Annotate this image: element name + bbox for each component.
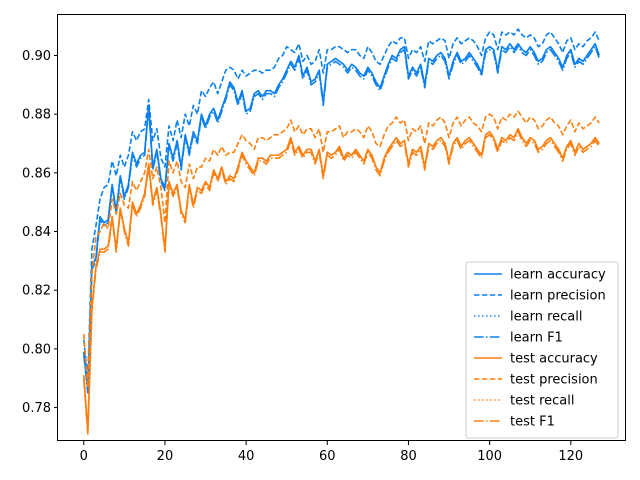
x-tick-label: 20 — [157, 449, 174, 464]
series-line-test-precision — [82, 110, 600, 388]
y-tick-label: 0.90 — [22, 49, 51, 64]
legend-label-learn-accuracy: learn accuracy — [510, 268, 606, 283]
x-tick-label: 60 — [319, 449, 336, 464]
series-line-test-recall — [82, 128, 600, 432]
y-tick-label: 0.82 — [22, 284, 51, 299]
legend-box — [465, 261, 619, 439]
y-tick-label: 0.78 — [22, 401, 51, 416]
y-tick-label: 0.80 — [22, 342, 51, 357]
legend-label-test-precision: test precision — [510, 373, 598, 388]
x-tick-label: 40 — [238, 449, 255, 464]
legend-label-test-f1: test F1 — [510, 415, 555, 430]
legend-label-learn-f1: learn F1 — [510, 331, 563, 346]
legend-label-learn-precision: learn precision — [510, 289, 606, 304]
x-tick-label: 80 — [400, 449, 417, 464]
series-line-test-f1 — [82, 130, 600, 435]
y-axis: 0.78 0.80 0.82 0.84 0.86 0.88 0.90 — [22, 49, 58, 416]
x-tick-label: 120 — [558, 449, 583, 464]
y-tick-label: 0.86 — [22, 166, 51, 181]
series-line-learn-f1 — [82, 45, 600, 394]
series-line-learn-precision — [82, 28, 600, 380]
plot-frame — [57, 14, 626, 441]
legend-label-learn-recall: learn recall — [510, 310, 582, 325]
x-tick-label: 100 — [477, 449, 502, 464]
series-line-learn-recall — [82, 42, 600, 391]
legend-label-test-accuracy: test accuracy — [510, 352, 598, 367]
x-tick-label: 0 — [80, 449, 88, 464]
y-tick-label: 0.84 — [22, 225, 51, 240]
y-tick-label: 0.88 — [22, 108, 51, 123]
series-layer — [82, 28, 600, 435]
legend-label-test-recall: test recall — [510, 394, 575, 409]
x-axis: 0 20 40 60 80 100 120 — [80, 441, 583, 464]
legend: learn accuracy learn precision learn recal… — [465, 261, 619, 439]
